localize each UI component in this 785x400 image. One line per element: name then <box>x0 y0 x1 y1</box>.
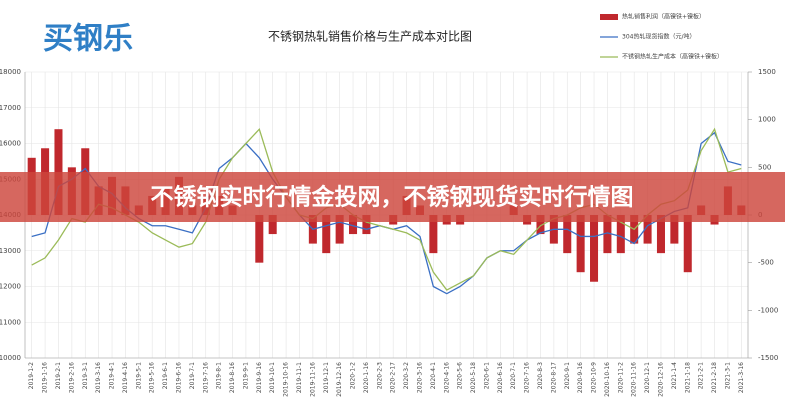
x-tick-label: 2020-8-17 <box>550 362 557 393</box>
x-tick-label: 2021-3-16 <box>738 362 745 393</box>
bar <box>349 215 358 235</box>
x-tick-label: 2019-12-16 <box>336 362 343 397</box>
bar <box>255 215 264 263</box>
x-tick-label: 2020-5-6 <box>457 362 464 389</box>
legend-label: 不锈钢热轧生产成本（高镍铁+镍板） <box>622 53 723 61</box>
x-tick-label: 2019-8-1 <box>216 362 223 389</box>
x-tick-label: 2020-9-16 <box>577 362 584 393</box>
x-tick-label: 2019-2-1 <box>55 362 62 389</box>
x-tick-label: 2020-10-16 <box>604 362 611 397</box>
chart-title: 不锈钢热轧销售价格与生产成本对比图 <box>268 29 472 44</box>
x-tick-label: 2019-4-16 <box>122 362 129 393</box>
x-tick-label: 2020-3-16 <box>416 362 423 393</box>
banner-text: 不锈钢实时行情金投网，不锈钢现货实时行情图 <box>151 184 634 211</box>
y-tick-label: 12000 <box>0 283 21 291</box>
x-tick-label: 2019-2-16 <box>68 362 75 393</box>
x-tick-label: 2019-11-16 <box>309 362 316 397</box>
y-tick-label: 17000 <box>0 104 21 112</box>
legend-label: 304热轧现货指数（元/吨） <box>622 33 695 41</box>
logo: 买钢乐 <box>43 22 133 57</box>
bar <box>603 215 612 254</box>
x-tick-label: 2019-3-1 <box>82 362 89 389</box>
x-tick-label: 2019-3-16 <box>95 362 102 393</box>
bar <box>683 215 692 273</box>
legend-label: 热轧销售利润（高镍铁+镍板） <box>622 13 705 21</box>
y-tick-label: 10000 <box>0 354 21 362</box>
y2-tick-label: -1000 <box>758 306 778 314</box>
x-tick-label: 2019-7-16 <box>202 362 209 393</box>
x-tick-label: 2020-7-16 <box>524 362 531 393</box>
banner-bg <box>0 172 785 222</box>
y-tick-label: 18000 <box>0 68 21 76</box>
x-tick-label: 2019-7-1 <box>189 362 196 389</box>
x-tick-label: 2019-10-1 <box>269 362 276 393</box>
bar <box>536 215 545 235</box>
x-tick-label: 2019-8-16 <box>229 362 236 393</box>
x-tick-label: 2019-11-1 <box>296 362 303 393</box>
y2-tick-label: 500 <box>758 163 771 171</box>
legend: 热轧销售利润（高镍铁+镍板） 304热轧现货指数（元/吨） 不锈钢热轧生产成本（高镍… <box>600 13 723 61</box>
x-tick-label: 2020-8-3 <box>537 362 544 389</box>
x-tick-label: 2019-6-1 <box>162 362 169 389</box>
x-tick-label: 2021-2-18 <box>711 362 718 393</box>
x-tick-label: 2021-3-1 <box>724 362 731 389</box>
x-tick-label: 2019-9-16 <box>256 362 263 393</box>
x-tick-label: 2019-9-1 <box>242 362 249 389</box>
x-tick-label: 2020-5-18 <box>470 362 477 393</box>
x-tick-label: 2020-6-1 <box>483 362 490 389</box>
plot: 1000011000120001300014000150001600017000… <box>0 68 778 397</box>
bar <box>563 215 572 254</box>
bar <box>429 215 438 254</box>
x-tick-label: 2020-3-2 <box>403 362 410 389</box>
x-tick-label: 2020-2-3 <box>376 362 383 389</box>
x-tick-label: 2019-5-16 <box>149 362 156 393</box>
y2-tick-label: 1500 <box>758 68 776 76</box>
x-tick-label: 2020-4-1 <box>430 362 437 389</box>
y-tick-label: 11000 <box>0 318 21 326</box>
x-tick-label: 2021-1-18 <box>684 362 691 393</box>
x-tick-label: 2020-4-16 <box>443 362 450 393</box>
line <box>31 127 742 291</box>
bar <box>335 215 344 244</box>
x-tick-label: 2019-6-16 <box>175 362 182 393</box>
bar <box>322 215 331 254</box>
x-tick-label: 2020-12-1 <box>644 362 651 393</box>
y2-tick-label: -500 <box>758 259 774 267</box>
bar <box>670 215 679 244</box>
x-tick-label: 2019-5-1 <box>135 362 142 389</box>
x-tick-label: 2021-1-4 <box>671 362 678 389</box>
x-tick-label: 2020-6-16 <box>497 362 504 393</box>
x-tick-label: 2019-10-16 <box>283 362 290 397</box>
bar <box>362 215 371 235</box>
bar <box>590 215 599 282</box>
bar <box>576 215 585 273</box>
x-tick-label: 2020-10-9 <box>591 362 598 393</box>
x-tick-label: 2020-9-1 <box>564 362 571 389</box>
bar <box>616 215 625 254</box>
x-tick-label: 2019-12-1 <box>323 362 330 393</box>
x-tick-label: 2020-1-2 <box>350 362 357 389</box>
y2-tick-label: 1000 <box>758 116 776 124</box>
y2-tick-label: -1500 <box>758 354 778 362</box>
x-tick-label: 2020-1-16 <box>363 362 370 393</box>
x-tick-label: 2020-7-1 <box>510 362 517 389</box>
x-tick-label: 2021-2-1 <box>698 362 705 389</box>
y-tick-label: 13000 <box>0 247 21 255</box>
x-tick-label: 2020-12-16 <box>657 362 664 397</box>
x-tick-label: 2019-4-1 <box>109 362 116 389</box>
y-tick-label: 16000 <box>0 140 21 148</box>
bar <box>643 215 652 244</box>
bar <box>268 215 277 235</box>
x-tick-label: 2019-1-16 <box>42 362 49 393</box>
x-tick-label: 2020-11-16 <box>631 362 638 397</box>
x-tick-label: 2020-11-2 <box>617 362 624 393</box>
bar <box>656 215 665 254</box>
x-tick-label: 2019-1-2 <box>28 362 35 389</box>
legend-swatch <box>600 14 618 20</box>
x-tick-label: 2020-2-17 <box>390 362 397 393</box>
